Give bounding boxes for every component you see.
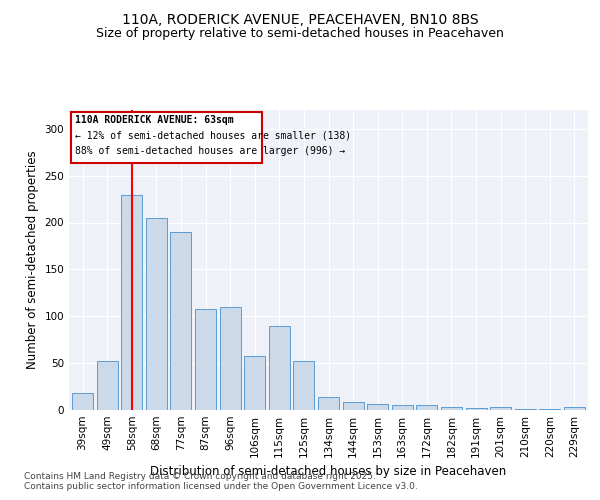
Bar xyxy=(441,407,462,410)
Text: 110A, RODERICK AVENUE, PEACEHAVEN, BN10 8BS: 110A, RODERICK AVENUE, PEACEHAVEN, BN10 … xyxy=(122,12,478,26)
Bar xyxy=(121,196,142,410)
Bar xyxy=(564,407,585,410)
Y-axis label: Number of semi-detached properties: Number of semi-detached properties xyxy=(26,150,39,370)
Bar xyxy=(244,356,265,410)
Bar xyxy=(293,361,314,410)
Bar xyxy=(318,397,339,410)
Bar xyxy=(343,402,364,410)
Text: Contains public sector information licensed under the Open Government Licence v3: Contains public sector information licen… xyxy=(24,482,418,491)
Bar xyxy=(195,308,216,410)
Bar xyxy=(515,409,536,410)
Bar xyxy=(466,408,487,410)
Bar xyxy=(490,407,511,410)
Text: 88% of semi-detached houses are larger (996) →: 88% of semi-detached houses are larger (… xyxy=(75,146,346,156)
Text: Contains HM Land Registry data © Crown copyright and database right 2025.: Contains HM Land Registry data © Crown c… xyxy=(24,472,376,481)
Text: ← 12% of semi-detached houses are smaller (138): ← 12% of semi-detached houses are smalle… xyxy=(75,130,351,140)
Bar xyxy=(97,361,118,410)
Bar xyxy=(170,232,191,410)
FancyBboxPatch shape xyxy=(71,112,262,164)
Bar xyxy=(416,406,437,410)
Bar xyxy=(392,406,413,410)
Text: Size of property relative to semi-detached houses in Peacehaven: Size of property relative to semi-detach… xyxy=(96,28,504,40)
Bar xyxy=(367,404,388,410)
Text: 110A RODERICK AVENUE: 63sqm: 110A RODERICK AVENUE: 63sqm xyxy=(75,114,234,124)
Bar xyxy=(269,326,290,410)
X-axis label: Distribution of semi-detached houses by size in Peacehaven: Distribution of semi-detached houses by … xyxy=(151,466,506,478)
Bar xyxy=(146,218,167,410)
Bar xyxy=(72,393,93,410)
Bar xyxy=(220,307,241,410)
Bar xyxy=(539,409,560,410)
